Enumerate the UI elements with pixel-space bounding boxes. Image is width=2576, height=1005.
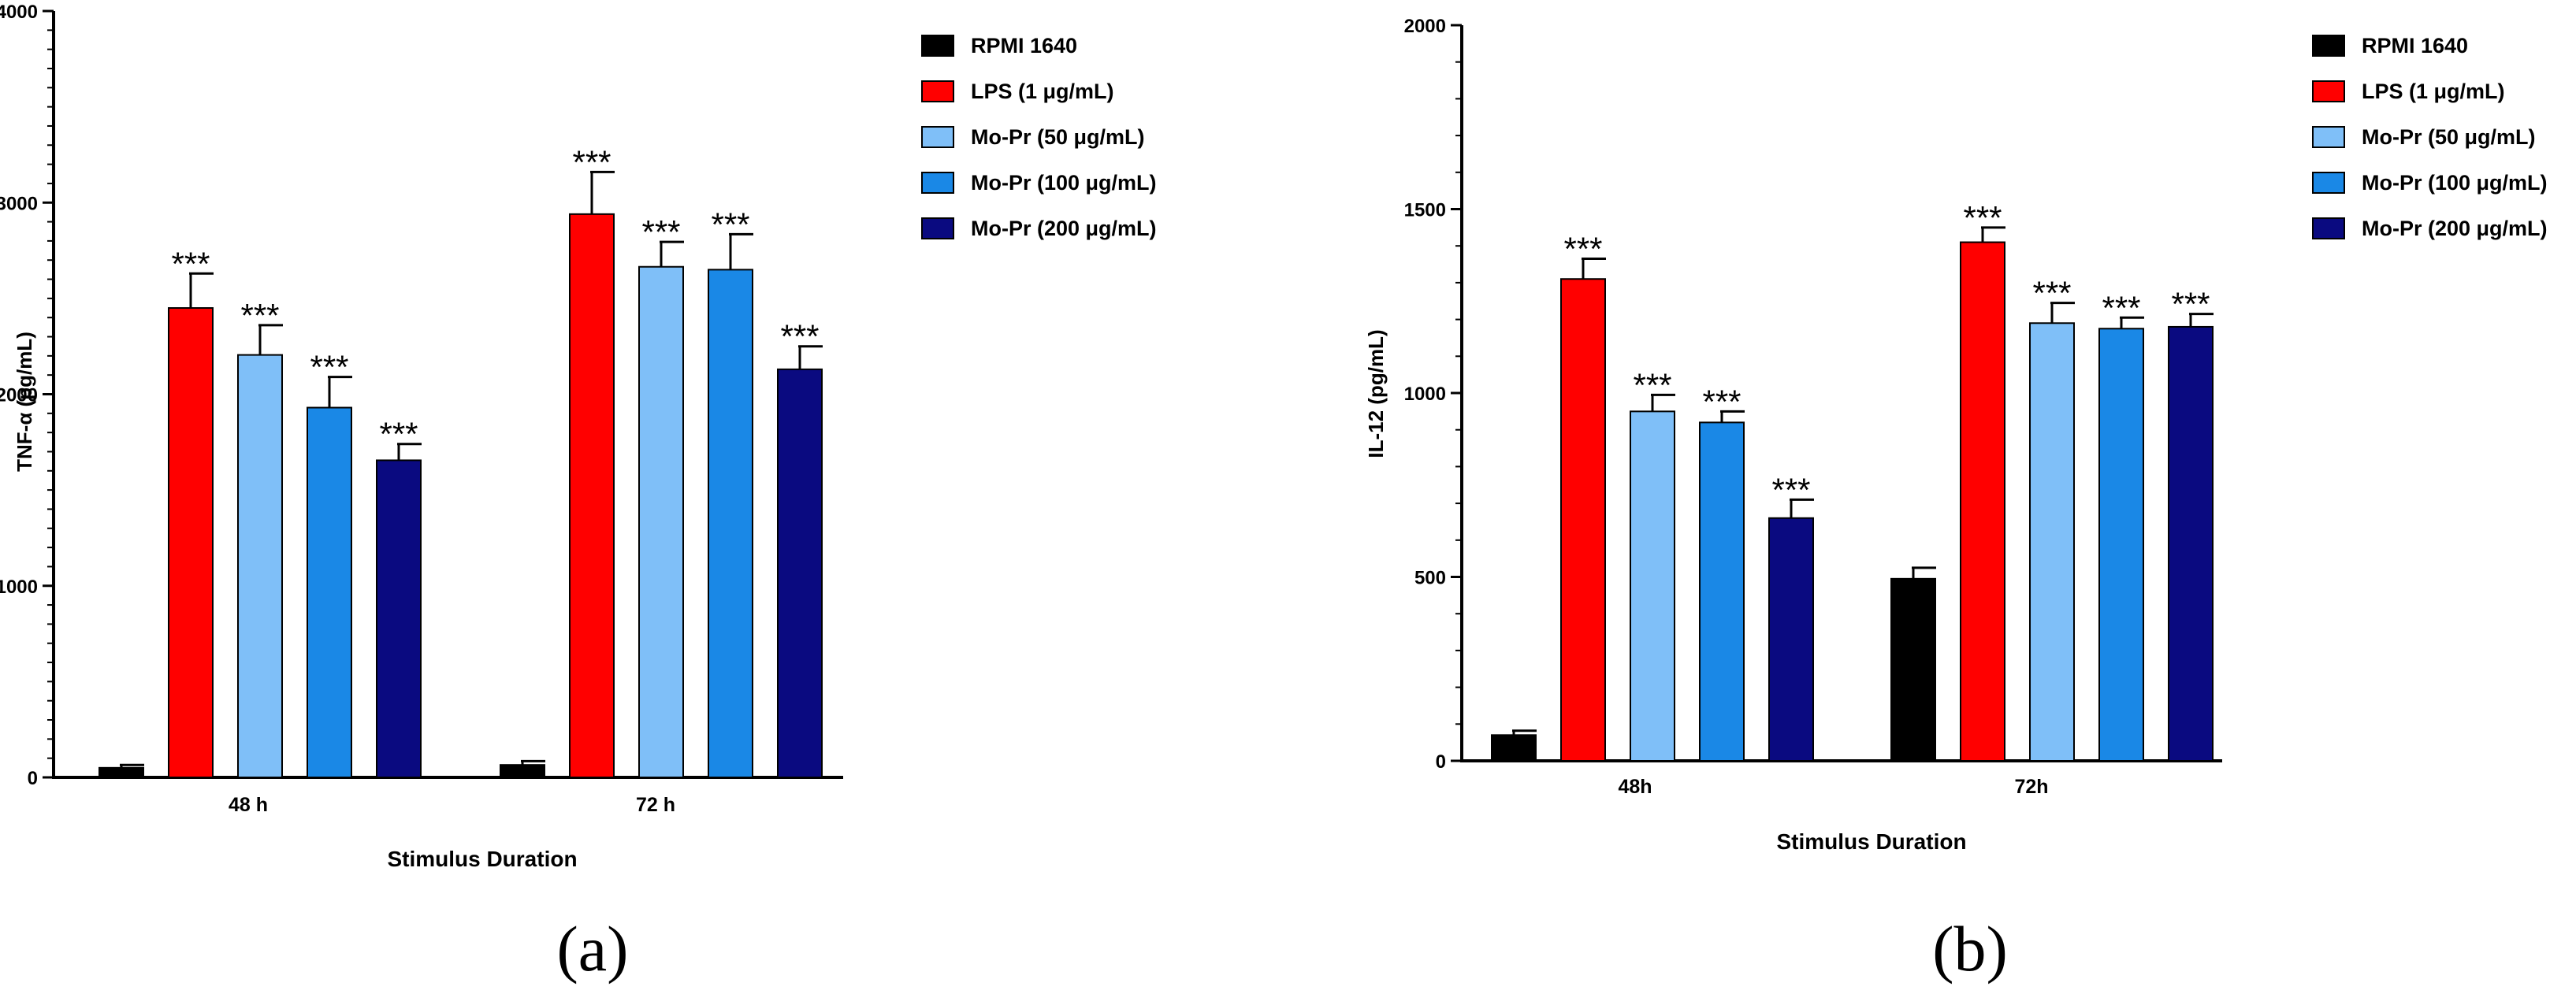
panel-a-plot: 0 1000 2000 3000 4000 *** *** *** *** 48 h *** *** *… bbox=[0, 2, 843, 816]
panel-b-bar bbox=[2029, 322, 2075, 762]
panel-b-y-tick-label: 0 bbox=[1436, 751, 1446, 773]
panel-b-significance-label: *** bbox=[2032, 275, 2071, 312]
panel-b-significance-label: *** bbox=[1771, 471, 1810, 508]
panel-a-significance-label: *** bbox=[240, 297, 279, 334]
panel-a-y-axis-title: TNF-α (pg/mL) bbox=[13, 332, 36, 472]
panel-b-legend-label: Mo-Pr (200 μg/mL) bbox=[2362, 217, 2548, 240]
panel-b-y-tick-label: 500 bbox=[1414, 568, 1446, 589]
panel-a-y-tick-label: 1000 bbox=[0, 577, 38, 598]
panel-b-y-tick-label: 1000 bbox=[1404, 384, 1446, 405]
panel-b-y-tick-label: 2000 bbox=[1404, 16, 1446, 37]
panel-b-y-tick-label: 1500 bbox=[1404, 200, 1446, 221]
panel-a-y-tick-label: 3000 bbox=[0, 193, 38, 214]
panel-b-x-tick-label: 48h bbox=[1618, 776, 1652, 798]
panel-b-legend: RPMI 1640 LPS (1 μg/mL) Mo-Pr (50 μg/mL) Mo… bbox=[2312, 34, 2548, 240]
panel-a-x-axis-title: Stimulus Duration bbox=[387, 847, 577, 871]
panel-a-significance-label: *** bbox=[780, 318, 819, 355]
panel-a-legend-label: Mo-Pr (200 μg/mL) bbox=[971, 217, 1157, 240]
panel-b-y-axis-title: IL-12 (pg/mL) bbox=[1364, 329, 1388, 458]
panel-a-legend: RPMI 1640 LPS (1 μg/mL) Mo-Pr (50 μg/mL) Mo… bbox=[921, 34, 1157, 240]
panel-b-significance-label: *** bbox=[1702, 383, 1741, 420]
panel-a-legend-swatch bbox=[921, 126, 954, 148]
panel-a-bar bbox=[168, 307, 214, 779]
panel-b-legend-label: RPMI 1640 bbox=[2362, 34, 2468, 57]
panel-a-significance-label: *** bbox=[310, 349, 348, 386]
panel-a-y-tick-label: 4000 bbox=[0, 2, 38, 23]
panel-b-legend-swatch bbox=[2312, 172, 2345, 194]
panel-b-plot: 0 500 1000 1500 2000 *** *** *** *** 48h *** *** ***… bbox=[1404, 16, 2222, 798]
panel-b-significance-label: *** bbox=[2171, 286, 2210, 323]
panel-b-legend-label: LPS (1 μg/mL) bbox=[2362, 80, 2505, 103]
panel-a-bar bbox=[569, 213, 615, 779]
panel-a-bar bbox=[237, 354, 283, 779]
panel-a-legend-label: Mo-Pr (50 μg/mL) bbox=[971, 125, 1145, 149]
panel-b-significance-label: *** bbox=[1563, 231, 1602, 268]
panel-b-significance-label: *** bbox=[2102, 289, 2140, 326]
panel-b-significance-label: *** bbox=[1963, 199, 2002, 236]
panel-b-legend-label: Mo-Pr (50 μg/mL) bbox=[2362, 125, 2536, 149]
panel-a: 0 1000 2000 3000 4000 *** *** *** *** 48 h *** *** *… bbox=[0, 2, 1157, 985]
panel-a-bar bbox=[307, 406, 352, 779]
panel-a-significance-label: *** bbox=[171, 245, 210, 282]
panel-b-bar bbox=[1890, 577, 1936, 762]
panel-a-significance-label: *** bbox=[379, 416, 418, 453]
panel-b-bar bbox=[1699, 421, 1745, 762]
panel-a-significance-label: *** bbox=[641, 213, 680, 250]
panel-a-label: (a) bbox=[556, 913, 628, 985]
panel-b-legend-swatch bbox=[2312, 217, 2345, 239]
panel-a-bar bbox=[777, 368, 823, 778]
panel-a-bar bbox=[638, 265, 684, 778]
panel-a-y-tick-label: 2000 bbox=[0, 385, 38, 406]
panel-a-legend-swatch bbox=[921, 172, 954, 194]
panel-a-bar bbox=[99, 766, 144, 779]
panel-b-bar bbox=[1560, 278, 1606, 762]
panel-a-legend-swatch bbox=[921, 35, 954, 57]
panel-a-legend-label: RPMI 1640 bbox=[971, 34, 1077, 57]
panel-b-bar bbox=[1960, 241, 2005, 762]
panel-b-label: (b) bbox=[1932, 913, 2008, 985]
panel-a-bar bbox=[376, 459, 422, 778]
panel-a-x-tick-label: 72 h bbox=[636, 794, 675, 816]
panel-b-significance-label: *** bbox=[1633, 366, 1671, 403]
panel-b-bar bbox=[1768, 517, 1814, 762]
panel-a-x-tick-label: 48 h bbox=[229, 794, 268, 816]
panel-a-bar bbox=[708, 269, 753, 778]
panel-b-x-tick-label: 72h bbox=[2014, 776, 2048, 798]
panel-b-legend-swatch bbox=[2312, 126, 2345, 148]
panel-a-y-tick-label: 0 bbox=[28, 768, 38, 789]
panel-b-bar bbox=[1630, 410, 1675, 762]
panel-b: 0 500 1000 1500 2000 *** *** *** *** 48h *** *** ***… bbox=[1364, 16, 2548, 985]
panel-a-significance-label: *** bbox=[711, 206, 749, 243]
panel-b-bar bbox=[2098, 328, 2144, 762]
panel-a-significance-label: *** bbox=[572, 143, 611, 180]
panel-b-x-axis-title: Stimulus Duration bbox=[1776, 829, 1966, 854]
panel-a-legend-label: Mo-Pr (100 μg/mL) bbox=[971, 171, 1157, 195]
panel-b-legend-swatch bbox=[2312, 80, 2345, 102]
panel-a-legend-label: LPS (1 μg/mL) bbox=[971, 80, 1114, 103]
panel-a-legend-swatch bbox=[921, 80, 954, 102]
panel-b-bar bbox=[1491, 734, 1537, 762]
panel-b-legend-swatch bbox=[2312, 35, 2345, 57]
panel-b-bar bbox=[2168, 325, 2214, 762]
panel-a-bar bbox=[500, 764, 545, 778]
panel-a-legend-swatch bbox=[921, 217, 954, 239]
panel-b-legend-label: Mo-Pr (100 μg/mL) bbox=[2362, 171, 2548, 195]
